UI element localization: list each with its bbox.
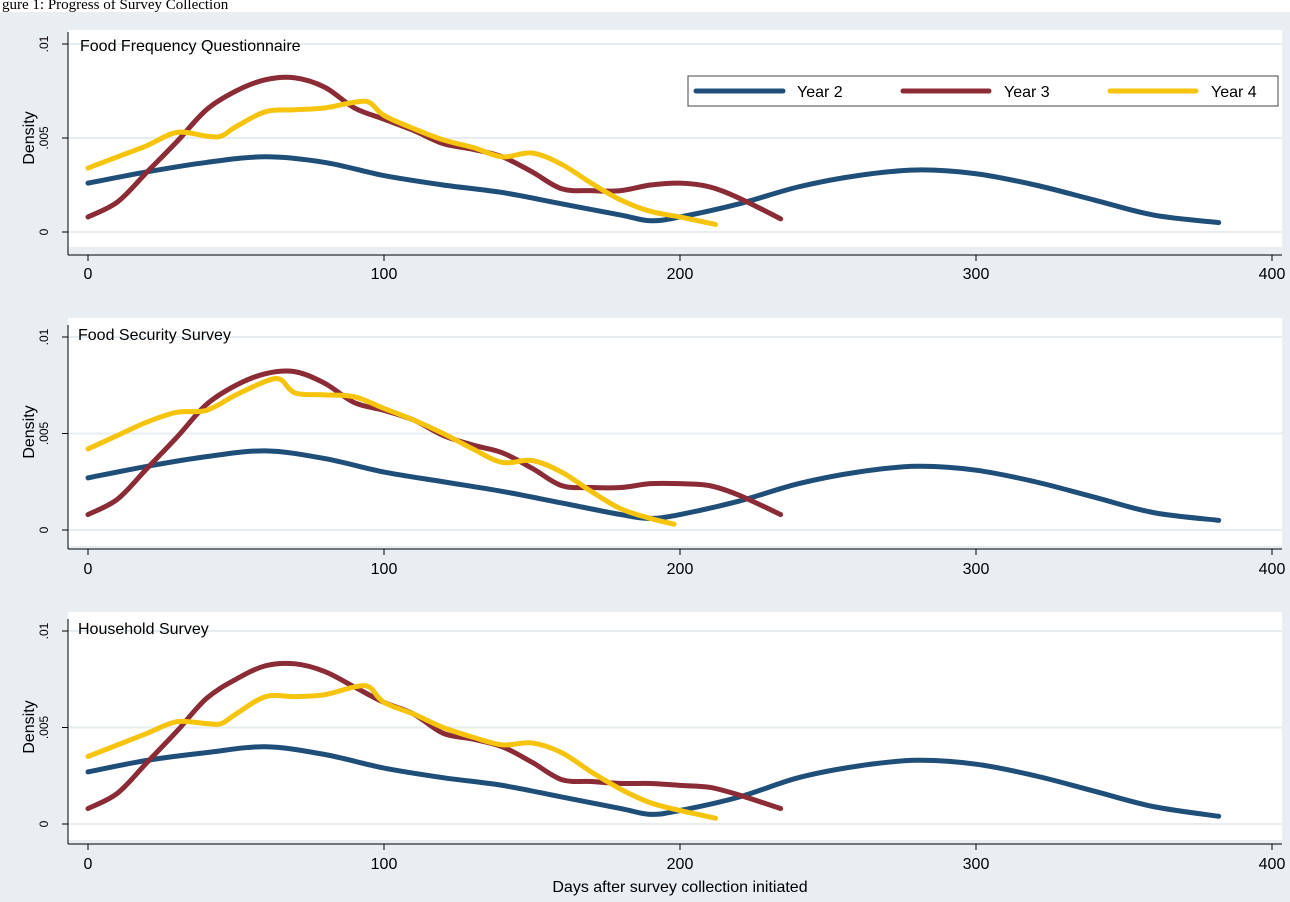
x-tick-label: 0 [84,856,93,873]
y-tick-label: .005 [37,421,51,445]
x-tick-label: 300 [963,856,990,873]
legend: Year 2 Year 3 Year 4 [687,75,1279,107]
x-tick-label: 400 [1259,561,1286,578]
panel-food-frequency: 0 .005 .01 0 100 200 300 400 Food Frequency Que… [21,30,1285,283]
legend-label-year-4: Year 4 [1211,84,1257,101]
x-tick-label: 200 [667,266,694,283]
x-tick-label: 200 [667,561,694,578]
panel-title: Food Frequency Questionnaire [80,38,301,55]
x-tick-label: 0 [84,561,93,578]
y-axis-label: Density [21,700,38,753]
x-tick-label: 0 [84,266,93,283]
series-line-year-3 [85,74,784,222]
y-tick-label: 0 [37,228,51,235]
y-tick-label: 0 [37,526,51,533]
series-line-year-2 [85,154,1222,226]
y-tick-label: .005 [37,126,51,150]
x-tick-label: 300 [963,266,990,283]
y-tick-label: 0 [37,820,51,827]
plot-area [68,318,1282,546]
series-line-year-4 [85,98,719,227]
y-axis-label: Density [21,405,38,458]
x-tick-label: 300 [963,561,990,578]
x-axis-label: Days after survey collection initiated [552,879,807,896]
series-line-year-4 [85,683,719,821]
y-tick-label: .005 [37,715,51,739]
panel-title: Food Security Survey [78,327,231,344]
x-tick-label: 400 [1259,856,1286,873]
figure-caption: gure 1: Progress of Survey Collection [2,0,229,13]
plot-area [68,612,1282,840]
x-tick-label: 400 [1259,266,1286,283]
y-tick-label: .01 [37,328,51,345]
y-tick-label: .01 [37,35,51,52]
y-tick-label: .01 [37,622,51,639]
series-line-year-3 [85,660,784,812]
x-tick-label: 100 [371,856,398,873]
x-tick-label: 200 [667,856,694,873]
x-tick-label: 100 [371,266,398,283]
panel-title: Household Survey [78,621,209,638]
panel-household: 0 .005 .01 0 100 200 300 400 Household Survey D… [21,612,1285,896]
y-axis-label: Density [21,111,38,164]
series-line-year-4 [85,376,677,527]
legend-label-year-2: Year 2 [797,84,843,101]
legend-label-year-3: Year 3 [1004,84,1050,101]
series-line-year-2 [85,744,1222,819]
panel-food-security: 0 .005 .01 0 100 200 300 400 Food Security Surv… [21,318,1285,578]
x-tick-label: 100 [371,561,398,578]
